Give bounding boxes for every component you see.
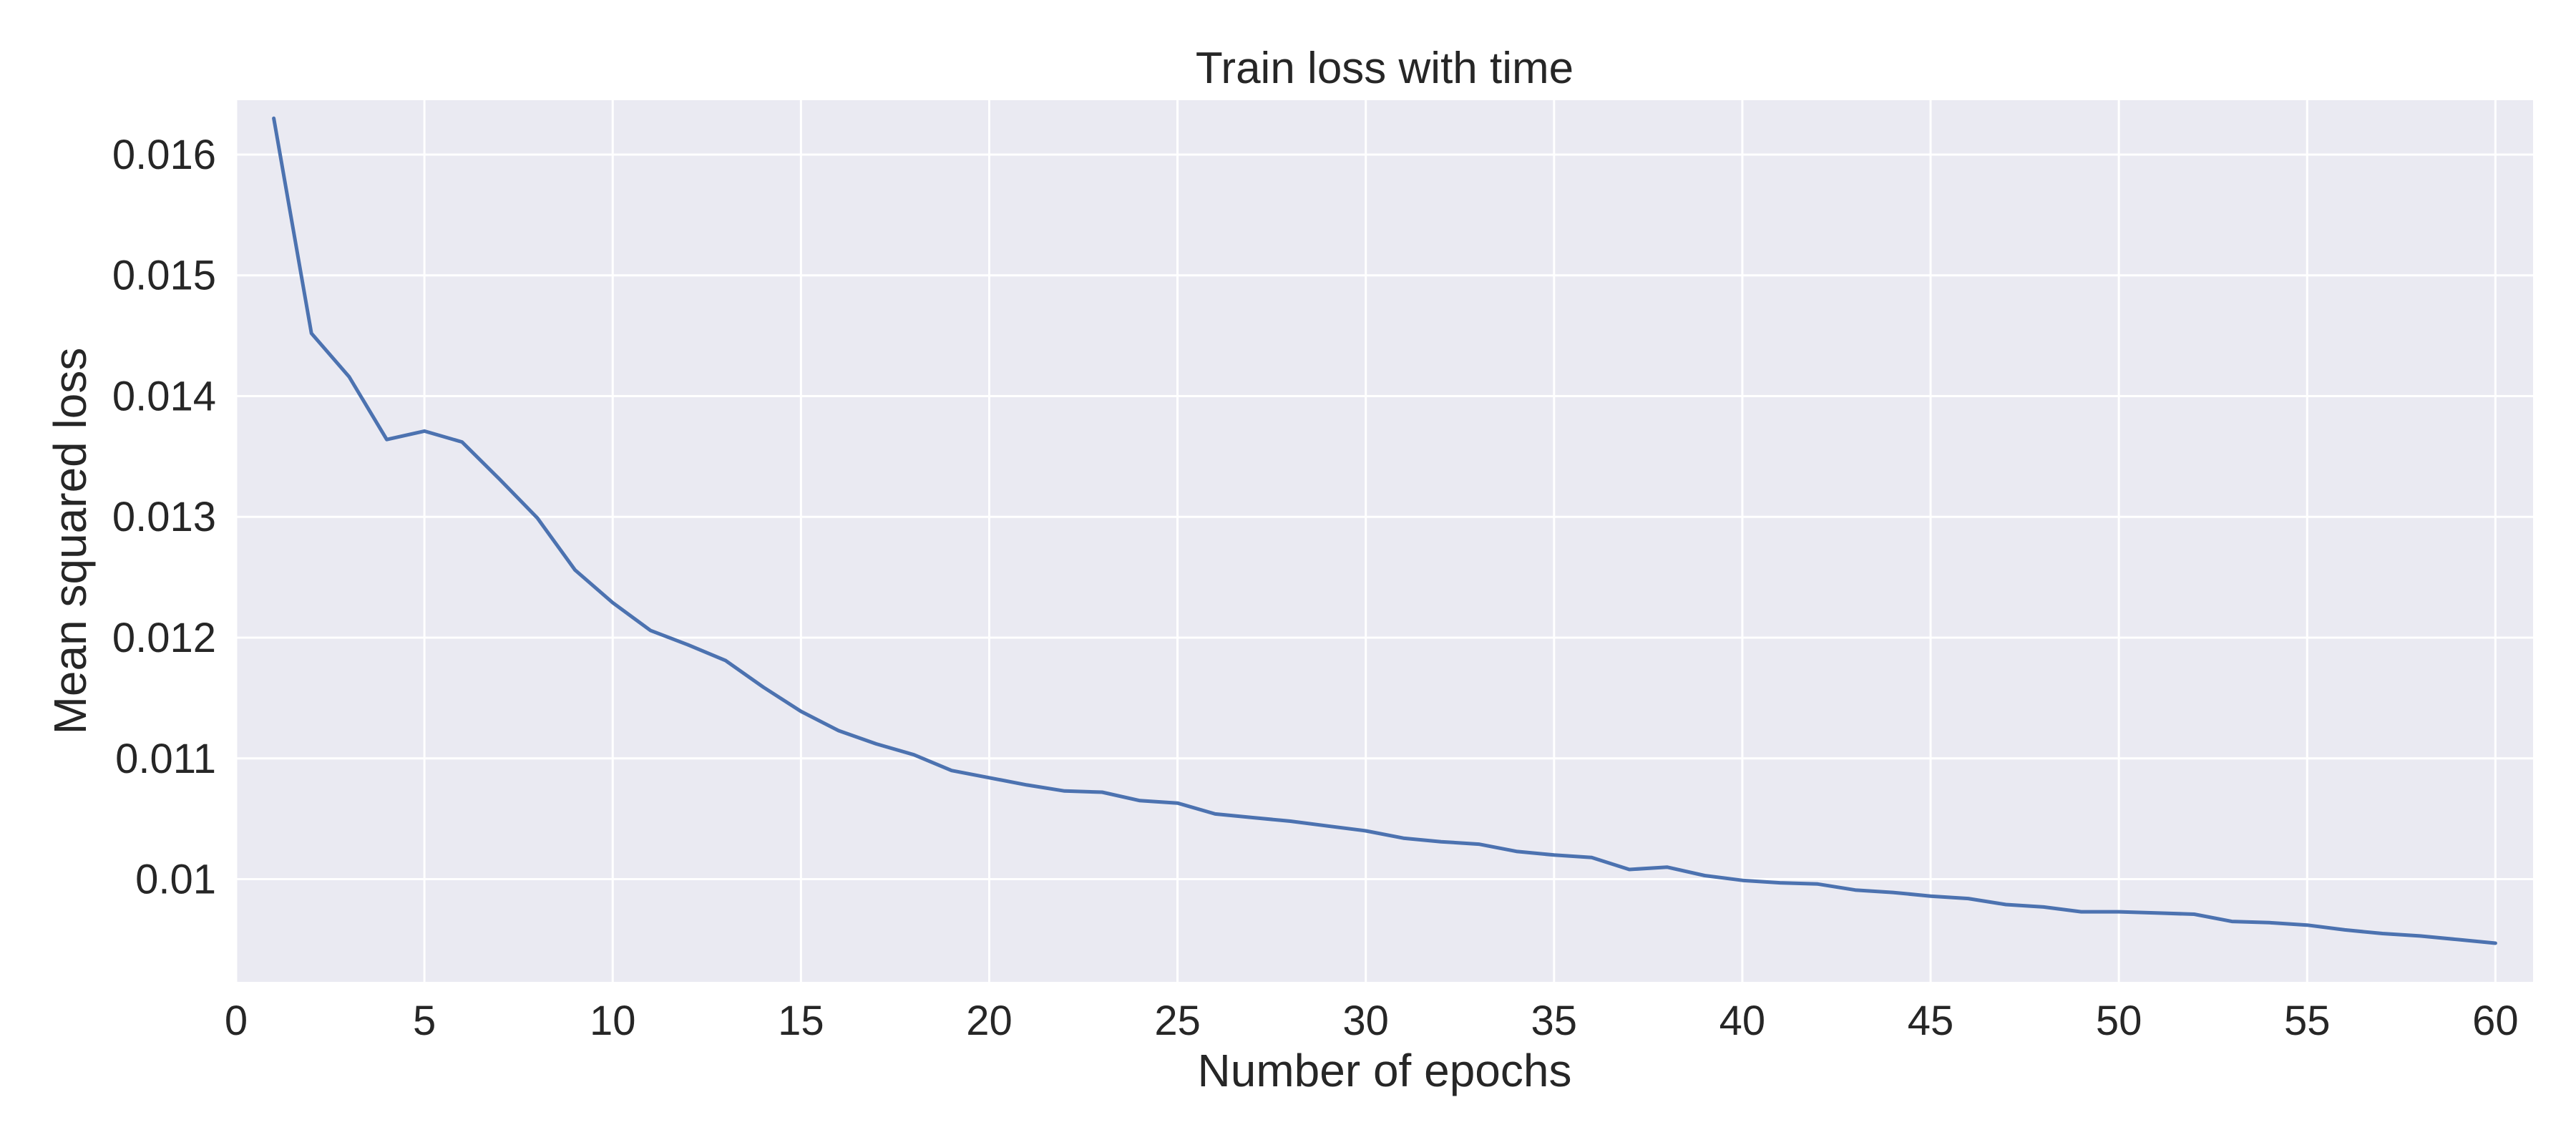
x-tick-label: 5 <box>413 998 436 1044</box>
x-tick-label: 55 <box>2284 998 2331 1044</box>
x-tick-label: 15 <box>778 998 824 1044</box>
x-tick-label: 40 <box>1719 998 1766 1044</box>
x-tick-label: 0 <box>225 998 248 1044</box>
y-tick-label: 0.016 <box>112 132 216 178</box>
x-tick-label: 10 <box>590 998 636 1044</box>
plot-area <box>236 100 2533 982</box>
x-tick-label: 30 <box>1342 998 1389 1044</box>
y-tick-label: 0.014 <box>112 373 216 419</box>
y-tick-label: 0.011 <box>115 736 216 782</box>
x-tick-label: 50 <box>2096 998 2142 1044</box>
x-tick-label: 60 <box>2472 998 2519 1044</box>
y-tick-label: 0.012 <box>112 615 216 661</box>
series-layer <box>272 116 2497 945</box>
y-tick-label: 0.013 <box>112 494 216 540</box>
x-axis-label: Number of epochs <box>1198 1045 1572 1096</box>
x-tick-label: 20 <box>966 998 1013 1044</box>
x-tick-label: 25 <box>1154 998 1201 1044</box>
grid-lines <box>235 100 2533 982</box>
chart-title: Train loss with time <box>1196 44 1574 93</box>
y-axis-label: Mean squared loss <box>44 348 96 735</box>
y-tick-label: 0.01 <box>135 857 216 903</box>
y-tick-labels: 0.01 0.011 0.012 0.013 0.014 0.015 0.016 <box>112 132 216 903</box>
x-tick-labels: 0 5 10 15 20 25 30 35 40 45 50 55 60 <box>225 998 2519 1044</box>
y-tick-label: 0.015 <box>112 253 216 299</box>
x-tick-label: 35 <box>1531 998 1578 1044</box>
train-loss-line <box>272 116 2497 945</box>
x-tick-label: 45 <box>1908 998 1954 1044</box>
